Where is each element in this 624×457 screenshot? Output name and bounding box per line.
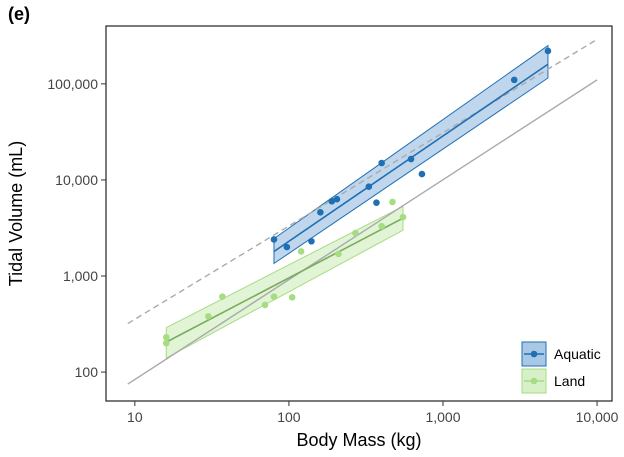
- point-aquatic-5: [333, 195, 341, 203]
- point-land-4: [261, 301, 269, 309]
- point-aquatic-0: [270, 236, 278, 243]
- point-aquatic-10: [418, 170, 426, 178]
- point-aquatic-2: [308, 237, 315, 245]
- point-aquatic-8: [378, 159, 385, 167]
- x-tick-label: 1,000: [425, 409, 460, 425]
- point-land-1: [162, 334, 170, 341]
- point-land-6: [288, 294, 296, 301]
- point-land-10: [378, 222, 385, 230]
- fit-line-land: [165, 217, 404, 343]
- plot-frame: [105, 25, 613, 402]
- y-axis-title: Tidal Volume (mL): [6, 141, 26, 286]
- x-axis: 10 100 1,000 10,000: [127, 401, 619, 425]
- point-land-3: [219, 293, 226, 300]
- point-land-12: [399, 213, 407, 221]
- point-land-7: [297, 248, 305, 255]
- x-tick-label: 100: [277, 409, 301, 425]
- legend-marker-aquatic: [530, 350, 538, 358]
- y-tick-label: 1,000: [63, 268, 98, 284]
- y-tick-label: 10,000: [55, 172, 98, 188]
- reference-line-dashed: [127, 38, 598, 325]
- point-land-9: [352, 229, 359, 237]
- point-aquatic-1: [283, 243, 291, 251]
- point-land-11: [389, 198, 396, 206]
- point-aquatic-11: [510, 76, 518, 84]
- point-aquatic-6: [365, 183, 373, 191]
- x-tick-label: 10,000: [576, 409, 619, 425]
- x-axis-title: Body Mass (kg): [296, 430, 421, 450]
- point-aquatic-3: [317, 209, 324, 216]
- legend-marker-land: [530, 377, 538, 385]
- legend: Aquatic Land: [521, 341, 601, 394]
- point-land-2: [205, 313, 212, 320]
- point-aquatic-12: [544, 47, 552, 55]
- ci-band-aquatic: [273, 44, 549, 265]
- x-tick-label: 10: [127, 409, 143, 425]
- data-points: [162, 47, 552, 347]
- panel-label: (e): [8, 4, 30, 24]
- point-land-5: [270, 293, 278, 300]
- point-aquatic-7: [373, 199, 380, 206]
- reference-lines: [127, 38, 598, 385]
- legend-label-land: Land: [554, 373, 585, 389]
- confidence-bands: [165, 44, 549, 359]
- y-tick-label: 100,000: [47, 76, 98, 92]
- y-tick-label: 100: [75, 364, 99, 380]
- y-axis: 100 1,000 10,000 100,000: [47, 76, 106, 380]
- legend-label-aquatic: Aquatic: [554, 346, 601, 362]
- point-aquatic-4: [328, 197, 336, 205]
- point-land-8: [335, 250, 342, 258]
- point-land-0: [162, 339, 170, 347]
- reference-line-solid: [127, 79, 598, 385]
- point-aquatic-9: [407, 155, 415, 163]
